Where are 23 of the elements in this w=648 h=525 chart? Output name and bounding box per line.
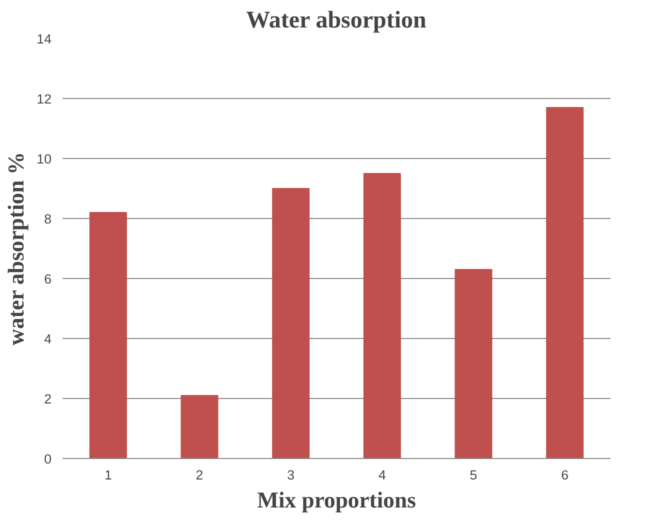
chart-title: Water absorption — [246, 8, 426, 34]
y-axis-title: water absorption % — [4, 152, 29, 346]
y-tick-label: 6 — [44, 272, 52, 286]
x-tick-label: 4 — [378, 468, 386, 482]
y-tick-label: 8 — [44, 212, 52, 226]
x-tick-label: 6 — [561, 468, 569, 482]
x-axis-title: Mix proportions — [257, 488, 416, 512]
y-tick-label: 14 — [36, 32, 52, 46]
bar — [546, 107, 584, 458]
x-tick-label: 3 — [287, 468, 295, 482]
y-tick-label: 4 — [44, 332, 52, 346]
bar — [454, 269, 492, 458]
y-tick-label: 12 — [36, 92, 52, 106]
x-tick-label: 2 — [196, 468, 204, 482]
x-tick-label: 1 — [104, 468, 112, 482]
y-tick-label: 10 — [36, 152, 52, 166]
x-tick-label: 5 — [470, 468, 478, 482]
y-tick-label: 0 — [44, 452, 52, 466]
bar — [180, 395, 218, 458]
bar — [272, 188, 310, 458]
bar — [363, 173, 401, 458]
y-tick-label: 2 — [44, 392, 52, 406]
bar — [89, 212, 127, 458]
